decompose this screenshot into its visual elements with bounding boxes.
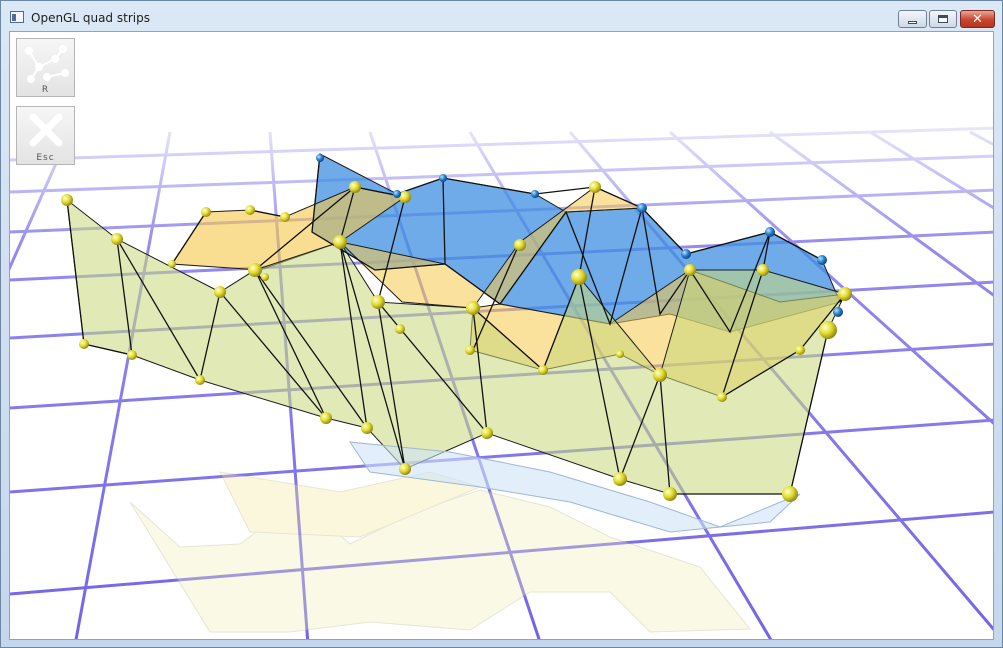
yellow-nodes: [61, 181, 852, 502]
random-points-icon: [25, 45, 69, 83]
blue-nodes: [316, 154, 843, 317]
close-icon: ✕: [972, 11, 983, 27]
window-title: OpenGL quad strips: [31, 11, 150, 25]
escape-button-label: Esc: [36, 153, 55, 163]
reset-button[interactable]: R: [16, 38, 75, 97]
title-bar[interactable]: OpenGL quad strips ✕: [1, 1, 1002, 31]
reset-button-label: R: [41, 85, 50, 95]
minimize-icon: [908, 21, 917, 24]
escape-button[interactable]: Esc: [16, 106, 75, 165]
minimize-button[interactable]: [898, 10, 927, 28]
app-icon: [10, 11, 24, 23]
quad-strip-scene: [10, 32, 993, 639]
opengl-viewport[interactable]: R Esc: [9, 31, 994, 640]
floor-reflection: [129, 471, 752, 633]
maximize-icon: [938, 15, 948, 23]
maximize-button[interactable]: [929, 10, 957, 28]
close-x-icon: [29, 113, 63, 147]
under-strip: [348, 441, 801, 533]
close-button[interactable]: ✕: [960, 10, 995, 28]
